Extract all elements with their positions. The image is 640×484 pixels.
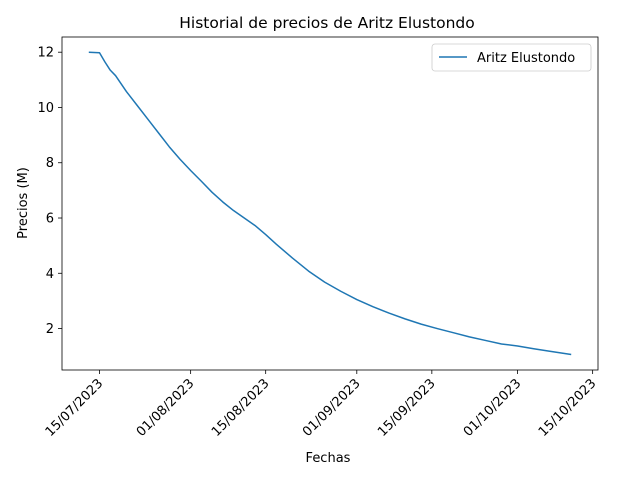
y-tick-label: 4 [46, 267, 54, 282]
y-axis: 2 4 6 8 10 12 [37, 46, 62, 337]
y-tick-label: 8 [46, 156, 54, 171]
legend: Aritz Elustondo [431, 43, 592, 72]
series-layer [88, 51, 572, 356]
plot-background [62, 37, 598, 370]
plot-frame [61, 36, 599, 371]
plot-area [62, 37, 598, 370]
y-tick-label: 2 [46, 322, 54, 337]
series-line-aritz-elustondo [88, 51, 572, 356]
chart-title: Historial de precios de Aritz Elustondo [179, 14, 474, 32]
x-axis-label: Fechas [306, 451, 351, 466]
legend-box [431, 43, 592, 72]
y-tick-label: 12 [37, 46, 54, 61]
legend-label-aritz-elustondo: Aritz Elustondo [477, 51, 575, 66]
y-tick-label: 6 [46, 212, 54, 227]
y-tick-label: 10 [37, 101, 54, 116]
y-axis-label: Precios (M) [16, 167, 31, 239]
